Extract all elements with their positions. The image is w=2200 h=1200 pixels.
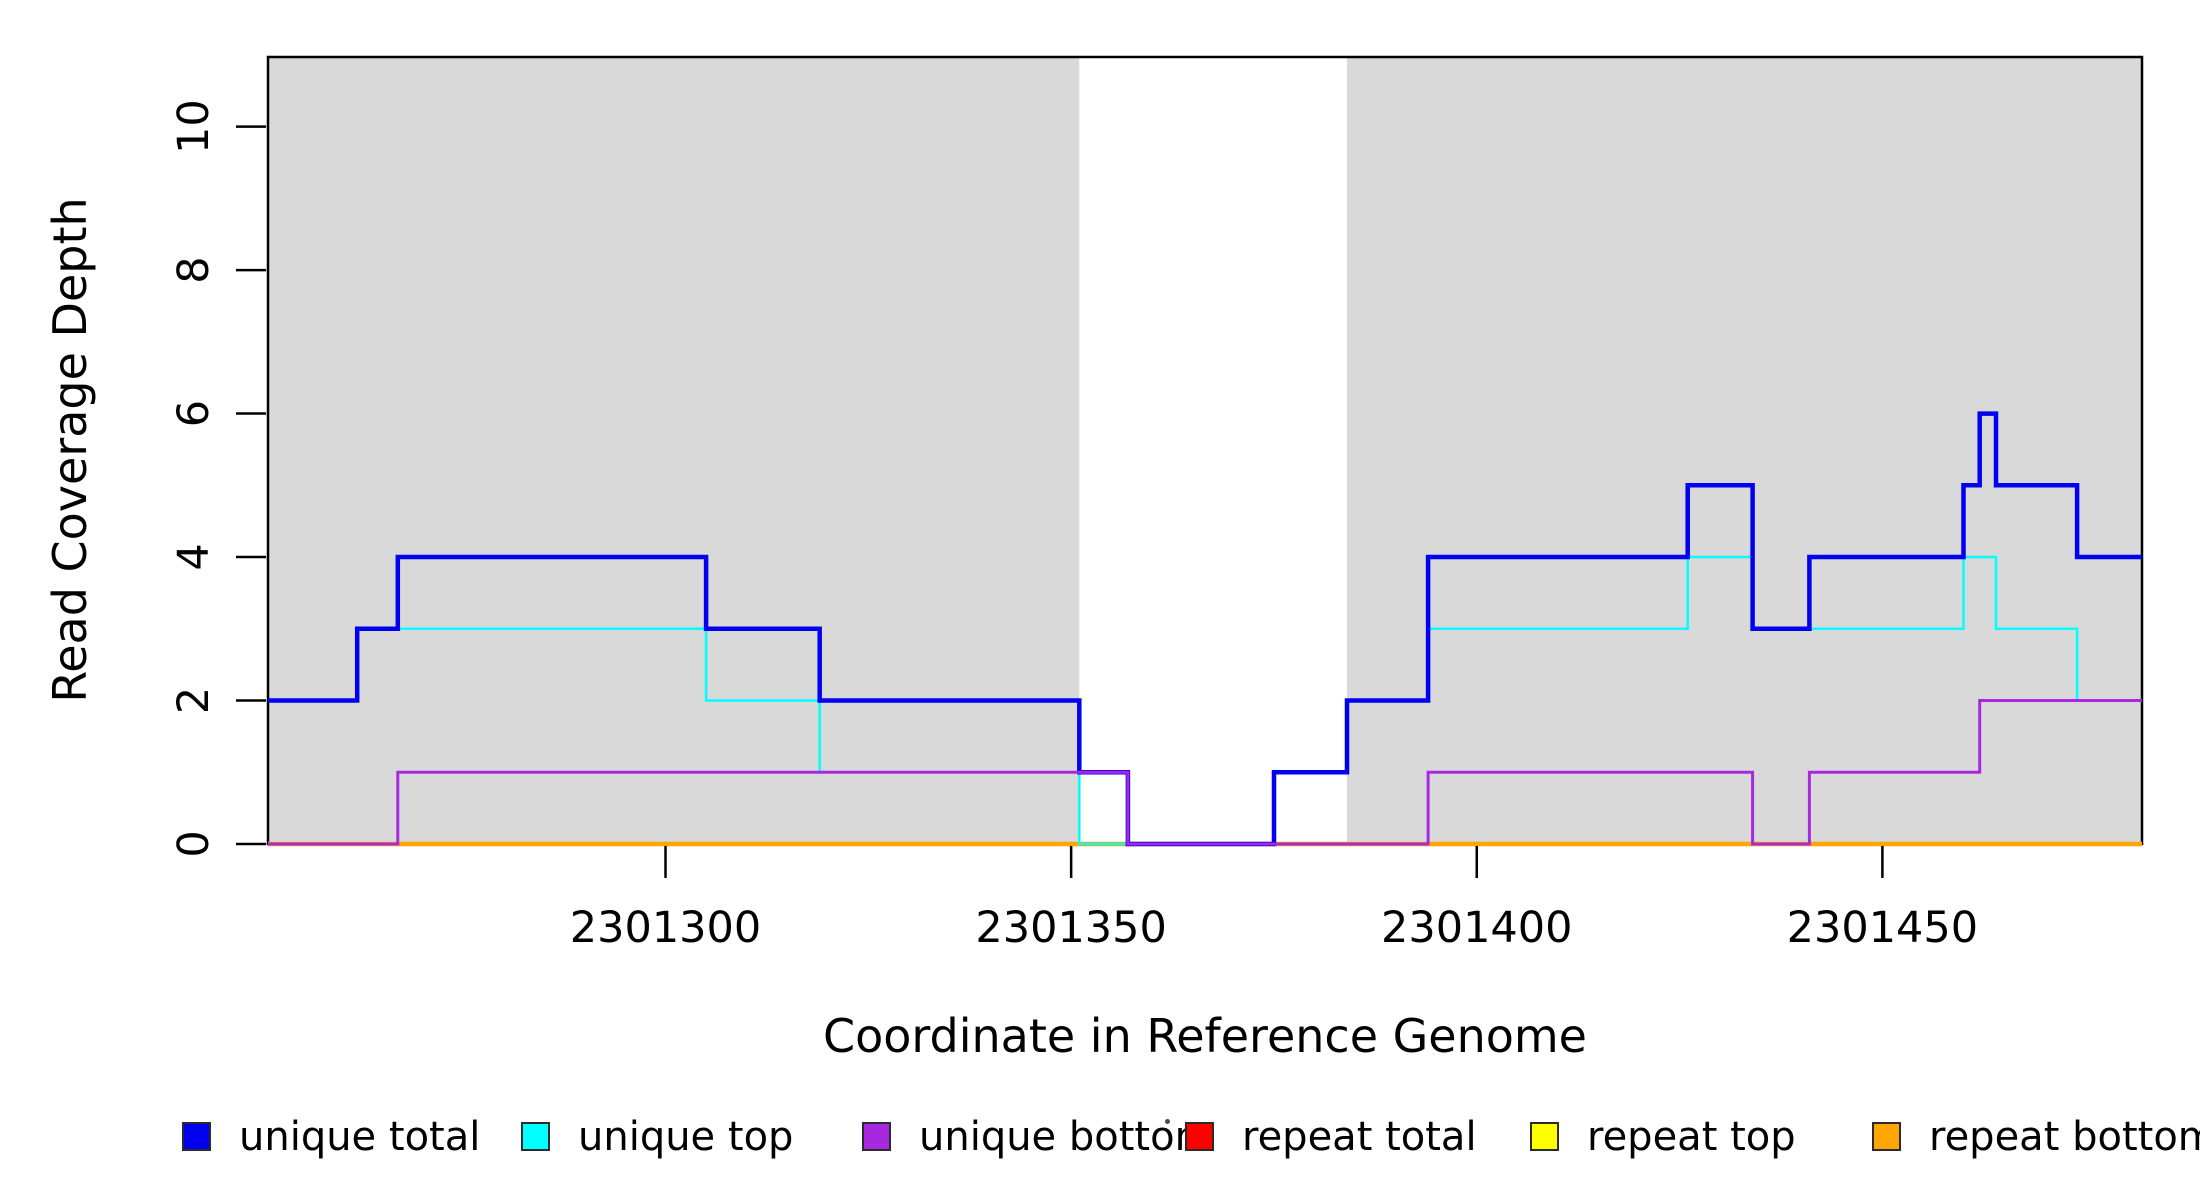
- coverage-chart: 2301300 2301350 2301400 2301450 0 2 4 6 8 10 Coor…: [43, 55, 2144, 1063]
- legend-swatch-unique-bottom: [862, 1122, 891, 1151]
- y-tick-label: 2: [169, 687, 219, 714]
- y-tick-label: 8: [169, 256, 219, 283]
- series-line-unique-bottom: [268, 699, 2142, 846]
- y-tick-label: 10: [169, 99, 219, 154]
- legend-swatch-repeat-bottom: [1872, 1122, 1901, 1151]
- legend-swatch-unique-total: [182, 1122, 211, 1151]
- x-tick-label: 2301400: [1381, 903, 1573, 953]
- x-tick-label: 2301450: [1787, 903, 1979, 953]
- legend-label-unique-total: unique total: [239, 1114, 481, 1160]
- shaded-regions: [268, 57, 2142, 844]
- legend-label-repeat-bottom: repeat bottom: [1929, 1114, 2200, 1160]
- y-axis-title: Read Coverage Depth: [43, 197, 97, 702]
- x-tick-label: 2301350: [975, 903, 1167, 953]
- y-tick-label: 6: [169, 400, 219, 427]
- legend-stray-dot: [1165, 1119, 1170, 1124]
- legend-label-unique-top: unique top: [578, 1114, 794, 1160]
- legend-label-unique-bottom: unique bottom: [919, 1114, 1214, 1160]
- shaded-region: [1346, 57, 2142, 844]
- tick-labels: 2301300 2301350 2301400 2301450 0 2 4 6 8 10: [169, 99, 1978, 953]
- axis-ticks: [236, 125, 1884, 878]
- y-tick-label: 0: [169, 830, 219, 857]
- x-tick-label: 2301300: [570, 903, 762, 953]
- series-lines: [268, 411, 2142, 847]
- legend-swatch-unique-top: [521, 1122, 550, 1151]
- legend-label-repeat-top: repeat top: [1587, 1114, 1796, 1160]
- series-line-unique-total: [268, 411, 2142, 847]
- legend-label-repeat-total: repeat total: [1242, 1114, 1477, 1160]
- x-axis-title: Coordinate in Reference Genome: [823, 1009, 1587, 1063]
- shaded-region: [268, 57, 1080, 844]
- y-tick-label: 4: [169, 543, 219, 570]
- legend-swatch-repeat-total: [1185, 1122, 1214, 1151]
- legend-swatch-repeat-top: [1530, 1122, 1559, 1151]
